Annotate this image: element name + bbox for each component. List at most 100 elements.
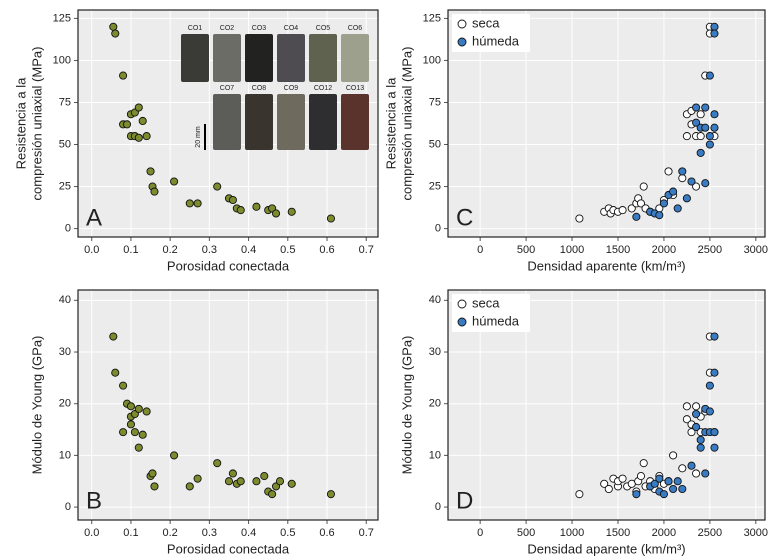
- data-point: [146, 167, 155, 176]
- data-point: [669, 187, 678, 196]
- panel-label: D: [456, 487, 473, 514]
- data-point: [650, 479, 659, 488]
- legend-marker: [457, 37, 467, 47]
- y-axis-title: Módulo de Young (GPa): [29, 336, 44, 475]
- data-point: [678, 174, 687, 183]
- data-point: [122, 120, 132, 129]
- plot-frame: [77, 289, 379, 521]
- y-tick-label: 100: [53, 54, 71, 66]
- data-point: [710, 443, 719, 452]
- data-point: [126, 402, 135, 411]
- sample-label: CO2: [220, 25, 235, 32]
- x-axis-title: Densidad aparente (km/m³): [527, 258, 685, 273]
- data-point: [636, 199, 646, 208]
- data-point: [655, 211, 664, 220]
- data-point: [701, 469, 710, 478]
- data-point: [150, 482, 159, 491]
- y-tick-label: 75: [59, 96, 71, 108]
- data-point: [710, 22, 719, 31]
- x-tick-label: 2000: [652, 244, 676, 256]
- y-tick-label: 30: [429, 346, 441, 358]
- data-point: [228, 469, 237, 478]
- data-point: [170, 451, 179, 460]
- data-point: [134, 443, 143, 452]
- data-point: [260, 472, 269, 481]
- x-tick-label: 2500: [698, 527, 722, 539]
- rock-sample: [245, 94, 273, 150]
- plot-frame: [447, 289, 766, 521]
- x-tick-label: 0.6: [319, 244, 334, 256]
- data-point: [701, 103, 710, 112]
- x-tick-label: 1500: [606, 244, 630, 256]
- data-point: [252, 477, 261, 486]
- legend-label: húmeda: [472, 313, 520, 328]
- sample-label: CO8: [252, 85, 267, 92]
- x-tick-label: 0.7: [359, 527, 374, 539]
- data-point: [271, 209, 281, 218]
- data-point: [119, 428, 128, 437]
- x-tick-label: 0: [477, 527, 483, 539]
- panel-label: B: [86, 487, 102, 514]
- legend-label: húmeda: [472, 33, 520, 48]
- data-point: [682, 132, 691, 141]
- rock-sample: [341, 34, 369, 82]
- data-point: [692, 118, 701, 127]
- data-point: [692, 469, 701, 478]
- y-tick-label: 30: [59, 346, 71, 358]
- data-point: [604, 484, 613, 494]
- x-tick-label: 0.3: [202, 527, 217, 539]
- x-tick-label: 0.2: [163, 244, 178, 256]
- data-point: [627, 204, 636, 213]
- x-tick-label: 0.0: [84, 527, 99, 539]
- data-point: [664, 477, 673, 486]
- data-point: [639, 459, 648, 468]
- y-tick-label: 10: [429, 449, 441, 461]
- x-tick-label: 0.6: [319, 527, 334, 539]
- data-point: [682, 402, 691, 411]
- data-point: [134, 103, 143, 112]
- data-point: [326, 214, 335, 223]
- rock-sample: [213, 34, 241, 82]
- y-axis-title: Resistencia a la: [383, 77, 398, 170]
- y-tick-label: 0: [65, 222, 71, 234]
- data-point: [287, 207, 296, 216]
- data-point: [710, 368, 719, 377]
- data-point: [326, 490, 335, 499]
- legend-box: [452, 14, 530, 52]
- data-point: [682, 415, 691, 424]
- data-point: [636, 472, 646, 481]
- data-point: [138, 430, 147, 439]
- data-point: [111, 368, 120, 377]
- data-point: [710, 332, 719, 341]
- data-point: [148, 469, 157, 478]
- x-tick-label: 0.4: [241, 527, 256, 539]
- y-tick-label: 0: [65, 501, 71, 513]
- y-tick-label: 0: [435, 501, 441, 513]
- rock-sample: [245, 34, 273, 82]
- data-point: [618, 474, 627, 483]
- data-point: [710, 110, 719, 119]
- data-point: [696, 443, 705, 452]
- y-tick-label: 20: [59, 398, 71, 410]
- x-tick-label: 0.5: [280, 527, 295, 539]
- data-point: [669, 451, 678, 460]
- x-tick-label: 0.0: [84, 244, 99, 256]
- rock-sample: [213, 94, 241, 150]
- data-point: [119, 381, 128, 390]
- x-tick-label: 0.5: [280, 244, 295, 256]
- data-point: [710, 29, 719, 38]
- data-point: [659, 199, 668, 208]
- legend-marker: [457, 299, 467, 309]
- data-point: [109, 22, 118, 31]
- sample-label: CO9: [284, 85, 299, 92]
- data-point: [213, 459, 222, 468]
- data-point: [134, 133, 143, 142]
- inset-photos: CO1 CO2 CO3 CO4 CO5 CO6 CO7 CO8 CO9 CO12 CO13 20 mm: [181, 25, 369, 150]
- rock-sample: [277, 94, 305, 150]
- data-point: [705, 381, 714, 390]
- x-tick-label: 2000: [652, 527, 676, 539]
- legend-marker: [457, 317, 467, 327]
- sample-label: CO3: [252, 25, 267, 32]
- sample-label: CO7: [220, 85, 235, 92]
